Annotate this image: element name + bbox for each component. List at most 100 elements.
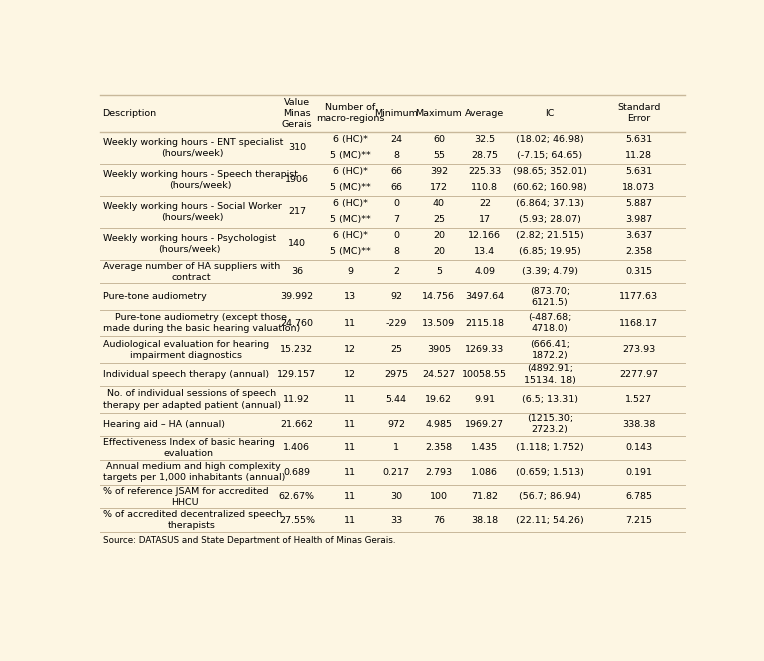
Text: 5 (MC)**: 5 (MC)**	[330, 151, 371, 161]
Text: 24.760: 24.760	[280, 319, 313, 328]
Text: 4.985: 4.985	[426, 420, 452, 429]
Text: (4892.91;
15134. 18): (4892.91; 15134. 18)	[524, 364, 576, 385]
Text: (3.39; 4.79): (3.39; 4.79)	[522, 267, 578, 276]
Text: 11: 11	[344, 395, 356, 404]
Text: 2.358: 2.358	[625, 247, 652, 256]
Text: 14.756: 14.756	[422, 292, 455, 301]
Text: 2.358: 2.358	[426, 444, 452, 452]
Text: 25: 25	[390, 345, 402, 354]
Text: 2115.18: 2115.18	[465, 319, 504, 328]
Text: (-7.15; 64.65): (-7.15; 64.65)	[517, 151, 582, 161]
Text: 38.18: 38.18	[471, 516, 498, 525]
Text: (6.5; 13.31): (6.5; 13.31)	[522, 395, 578, 404]
Text: 17: 17	[479, 215, 490, 225]
Text: (0.659; 1.513): (0.659; 1.513)	[516, 468, 584, 477]
Text: 8: 8	[393, 151, 399, 161]
Text: Source: DATASUS and State Department of Health of Minas Gerais.: Source: DATASUS and State Department of …	[102, 536, 395, 545]
Text: 0.191: 0.191	[625, 468, 652, 477]
Text: 4.09: 4.09	[474, 267, 495, 276]
Text: 9: 9	[347, 267, 353, 276]
Text: 11: 11	[344, 319, 356, 328]
Text: (60.62; 160.98): (60.62; 160.98)	[513, 183, 587, 192]
Text: (5.93; 28.07): (5.93; 28.07)	[519, 215, 581, 225]
Text: 7.215: 7.215	[625, 516, 652, 525]
Text: 140: 140	[288, 239, 306, 249]
Text: 1969.27: 1969.27	[465, 420, 504, 429]
Text: 13.509: 13.509	[422, 319, 455, 328]
Text: 28.75: 28.75	[471, 151, 498, 161]
Text: 11.28: 11.28	[625, 151, 652, 161]
Text: 217: 217	[288, 208, 306, 216]
Text: 1.527: 1.527	[625, 395, 652, 404]
Text: 36: 36	[291, 267, 303, 276]
Text: 11: 11	[344, 468, 356, 477]
Text: 5: 5	[436, 267, 442, 276]
Text: 24.527: 24.527	[422, 370, 455, 379]
Text: 12: 12	[344, 345, 356, 354]
Text: 5 (MC)**: 5 (MC)**	[330, 247, 371, 256]
Text: 1.406: 1.406	[283, 444, 310, 452]
Text: 18.073: 18.073	[622, 183, 656, 192]
Text: % of accredited decentralized speech
therapists: % of accredited decentralized speech the…	[102, 510, 282, 530]
Text: 225.33: 225.33	[468, 167, 501, 176]
Text: 172: 172	[430, 183, 448, 192]
Text: 0.689: 0.689	[283, 468, 310, 477]
Text: (666.41;
1872.2): (666.41; 1872.2)	[530, 340, 570, 360]
Text: (22.11; 54.26): (22.11; 54.26)	[516, 516, 584, 525]
Text: 0.143: 0.143	[625, 444, 652, 452]
Text: Individual speech therapy (annual): Individual speech therapy (annual)	[102, 370, 269, 379]
Text: 5.631: 5.631	[625, 136, 652, 144]
Text: Weekly working hours - Social Worker
(hours/week): Weekly working hours - Social Worker (ho…	[102, 202, 281, 222]
Text: No. of individual sessions of speech
therapy per adapted patient (annual): No. of individual sessions of speech the…	[102, 389, 280, 410]
Text: 33: 33	[390, 516, 402, 525]
Text: Audiological evaluation for hearing
impairment diagnostics: Audiological evaluation for hearing impa…	[102, 340, 269, 360]
Text: -229: -229	[385, 319, 406, 328]
Text: Pure-tone audiometry: Pure-tone audiometry	[102, 292, 206, 301]
Text: 3.637: 3.637	[625, 231, 652, 241]
Text: 0.315: 0.315	[625, 267, 652, 276]
Text: (1215.30;
2723.2): (1215.30; 2723.2)	[527, 414, 573, 434]
Text: 19.62: 19.62	[426, 395, 452, 404]
Text: 1.086: 1.086	[471, 468, 498, 477]
Text: Weekly working hours - ENT specialist
(hours/week): Weekly working hours - ENT specialist (h…	[102, 137, 283, 158]
Text: 392: 392	[430, 167, 448, 176]
Text: 22: 22	[479, 200, 490, 208]
Text: 129.157: 129.157	[277, 370, 316, 379]
Text: Average: Average	[465, 108, 504, 118]
Text: 25: 25	[433, 215, 445, 225]
Text: 13: 13	[344, 292, 356, 301]
Text: 39.992: 39.992	[280, 292, 313, 301]
Text: 12: 12	[344, 370, 356, 379]
Text: 3.987: 3.987	[625, 215, 652, 225]
Text: Value
Minas
Gerais: Value Minas Gerais	[281, 98, 312, 129]
Text: Number of
macro-regions: Number of macro-regions	[316, 103, 384, 123]
Text: Average number of HA suppliers with
contract: Average number of HA suppliers with cont…	[102, 262, 280, 282]
Text: 5.887: 5.887	[625, 200, 652, 208]
Text: 92: 92	[390, 292, 402, 301]
Text: 3497.64: 3497.64	[465, 292, 504, 301]
Text: 2.793: 2.793	[426, 468, 452, 477]
Text: Weekly working hours - Psychologist
(hours/week): Weekly working hours - Psychologist (hou…	[102, 234, 276, 254]
Text: 11.92: 11.92	[283, 395, 310, 404]
Text: 1906: 1906	[285, 175, 309, 184]
Text: 32.5: 32.5	[474, 136, 495, 144]
Text: 2: 2	[393, 267, 399, 276]
Text: 11: 11	[344, 516, 356, 525]
Text: 9.91: 9.91	[474, 395, 495, 404]
Text: 71.82: 71.82	[471, 492, 498, 501]
Text: 60: 60	[433, 136, 445, 144]
Text: Effectiveness Index of basic hearing
evaluation: Effectiveness Index of basic hearing eva…	[102, 438, 274, 458]
Text: 30: 30	[390, 492, 402, 501]
Text: 0: 0	[393, 231, 399, 241]
Text: Hearing aid – HA (annual): Hearing aid – HA (annual)	[102, 420, 225, 429]
Text: 8: 8	[393, 247, 399, 256]
Text: (-487.68;
4718.0): (-487.68; 4718.0)	[528, 313, 571, 333]
Text: 76: 76	[433, 516, 445, 525]
Text: % of reference JSAM for accredited
HHCU: % of reference JSAM for accredited HHCU	[102, 486, 268, 507]
Text: 66: 66	[390, 167, 402, 176]
Text: 2975: 2975	[384, 370, 408, 379]
Text: 5.44: 5.44	[386, 395, 406, 404]
Text: 27.55%: 27.55%	[279, 516, 315, 525]
Text: 13.4: 13.4	[474, 247, 495, 256]
Text: 62.67%: 62.67%	[279, 492, 315, 501]
